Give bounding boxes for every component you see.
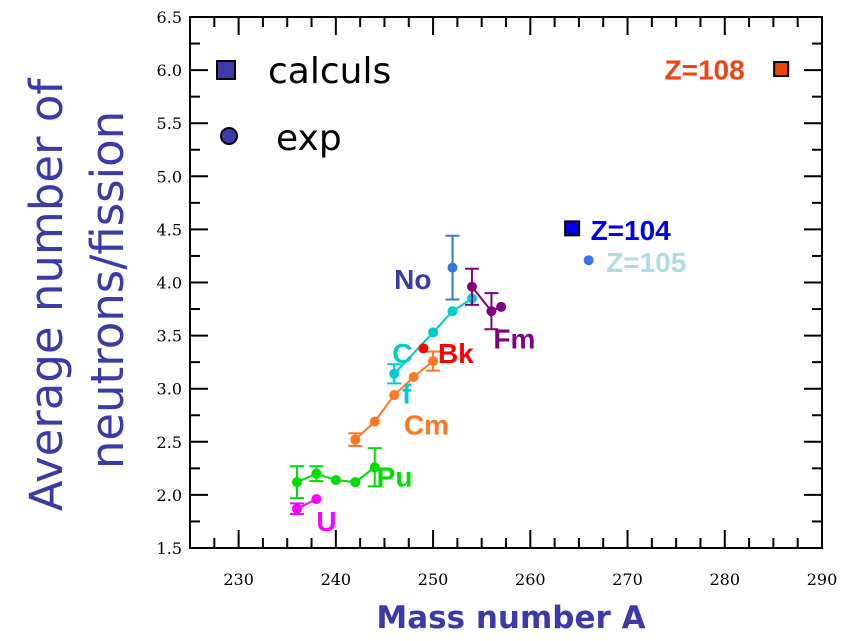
data-point (291, 477, 302, 488)
data-point (466, 281, 477, 292)
y-tick-label: 4.0 (157, 274, 182, 293)
element-label-c: C (392, 338, 412, 369)
y-tick-label: 5.0 (157, 167, 182, 186)
data-point (311, 494, 322, 505)
data-point (389, 390, 400, 401)
y-tick-label: 6.0 (157, 61, 182, 80)
data-point (486, 306, 497, 317)
data-point (447, 262, 458, 273)
x-tick-label: 280 (709, 570, 740, 589)
data-point (428, 327, 439, 338)
plot-area (189, 16, 823, 549)
data-point (389, 368, 400, 379)
calc-point-z-108 (773, 61, 790, 78)
element-label-no: No (394, 264, 431, 295)
element-label-cm: Cm (404, 409, 449, 440)
series-z-105 (583, 255, 594, 266)
series-bk (418, 343, 429, 354)
y-tick-label: 3.5 (157, 327, 182, 346)
series-u (289, 494, 322, 516)
data-point (369, 416, 380, 427)
y-tick-label: 1.5 (157, 539, 182, 558)
data-point (369, 462, 380, 473)
y-tick-label: 3.0 (157, 380, 182, 399)
element-label-u: U (316, 506, 336, 537)
x-tick-label: 250 (418, 570, 449, 589)
y-tick-label: 6.5 (157, 8, 182, 27)
x-tick-label: 290 (807, 570, 838, 589)
data-point (428, 356, 439, 367)
element-label-z-108: Z=108 (664, 55, 744, 86)
x-tick-label: 240 (321, 570, 352, 589)
y-axis-title-line2: neutrons/fission (81, 111, 134, 469)
y-tick-label: 2.0 (157, 486, 182, 505)
y-axis-title-line1: Average number of (20, 78, 73, 512)
x-tick-label: 270 (612, 570, 643, 589)
data-point (291, 503, 302, 514)
element-label-fm: Fm (493, 323, 535, 354)
axis-ticks (189, 16, 823, 549)
legend: calculs exp (216, 51, 391, 159)
data-point (330, 475, 341, 486)
data-point (311, 468, 322, 479)
data-point (418, 343, 429, 354)
element-label-z-104: Z=104 (591, 215, 672, 246)
legend-circle-marker (220, 127, 238, 145)
legend-entry-calculs: calculs (268, 51, 391, 92)
series-line-c (393, 297, 473, 375)
plot-frame (189, 16, 823, 549)
data-point (496, 301, 507, 312)
y-tick-label: 5.5 (157, 114, 182, 133)
data-series (289, 61, 790, 516)
element-label-pu: Pu (377, 461, 413, 492)
series-c (387, 293, 477, 385)
legend-entry-exp: exp (276, 118, 342, 159)
axis-tick-labels: 230 240 250 260 270 280 290 1.5 2.0 2.5 3.0 3.5 4.0 4… (157, 8, 838, 589)
data-point (408, 372, 419, 383)
data-point (350, 434, 361, 445)
legend-square-marker (216, 60, 236, 80)
x-tick-label: 230 (223, 570, 254, 589)
data-point (350, 477, 361, 488)
element-label-z-105: Z=105 (606, 247, 686, 278)
x-tick-label: 260 (515, 570, 546, 589)
element-label-f: f (402, 379, 412, 410)
y-tick-label: 4.5 (157, 220, 182, 239)
y-tick-label: 2.5 (157, 433, 182, 452)
series-pu (289, 447, 382, 500)
data-point (447, 306, 458, 317)
series-fm (464, 267, 507, 331)
x-axis-title: Mass number A (376, 600, 645, 636)
series-cm (348, 350, 441, 448)
data-point (583, 255, 594, 266)
calc-point-z-104 (564, 220, 581, 237)
element-label-bk: Bk (438, 338, 474, 369)
series-no (445, 234, 460, 301)
